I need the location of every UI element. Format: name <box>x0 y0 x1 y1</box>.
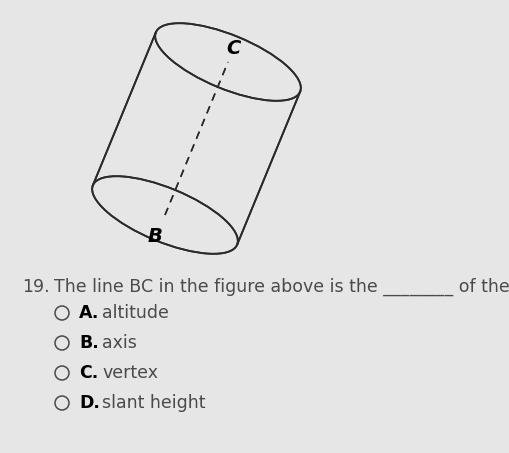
Text: D.: D. <box>79 394 100 412</box>
Text: B: B <box>147 227 162 246</box>
Text: C.: C. <box>79 364 98 382</box>
Text: altitude: altitude <box>102 304 168 322</box>
Text: B.: B. <box>79 334 99 352</box>
Text: A.: A. <box>79 304 99 322</box>
Polygon shape <box>93 32 299 245</box>
Text: The line BC in the figure above is the ________ of the cylinder.: The line BC in the figure above is the _… <box>54 278 509 296</box>
Text: C: C <box>225 39 240 58</box>
Text: axis: axis <box>102 334 136 352</box>
Text: slant height: slant height <box>102 394 205 412</box>
Text: vertex: vertex <box>102 364 158 382</box>
Text: 19.: 19. <box>22 278 49 296</box>
